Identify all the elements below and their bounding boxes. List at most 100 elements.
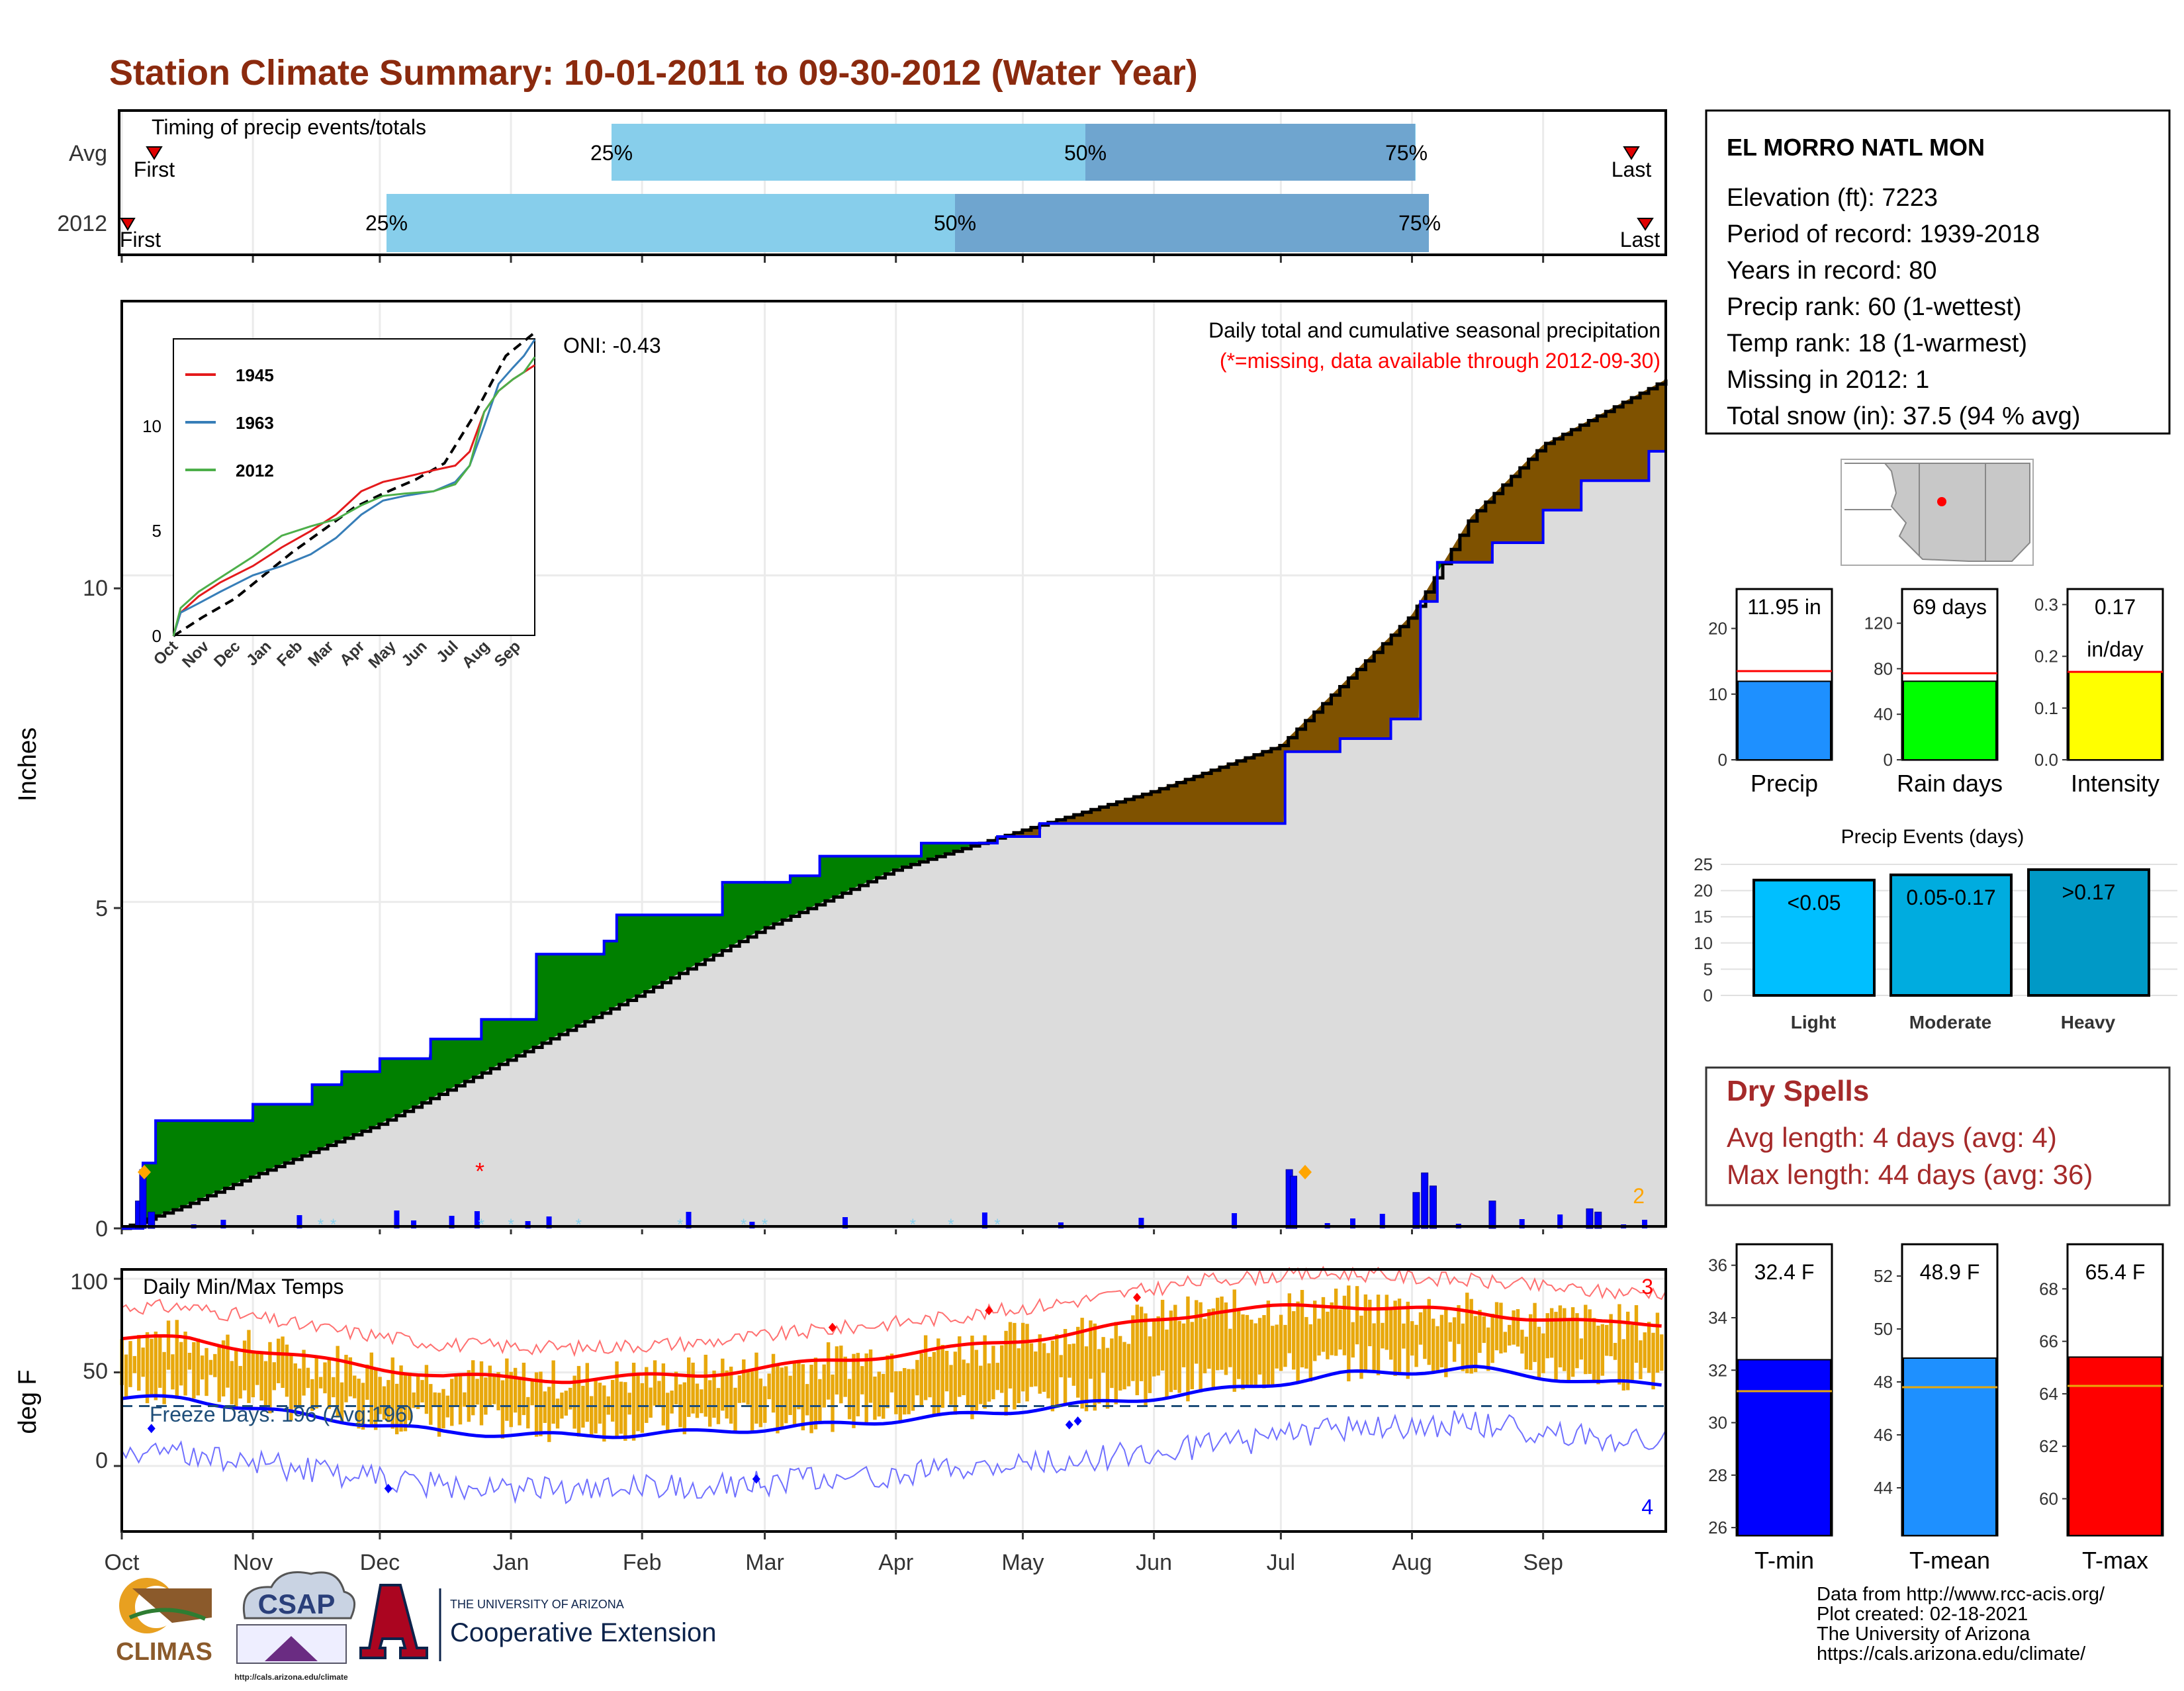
- daily-temp-bar: [1431, 1318, 1435, 1373]
- temp-gauge-bar: [2068, 1356, 2162, 1536]
- daily-temp-bar: [1621, 1339, 1625, 1391]
- daily-temp-bar: [695, 1383, 700, 1418]
- daily-temp-bar: [776, 1365, 780, 1434]
- daily-temp-bar: [1021, 1322, 1025, 1392]
- daily-precip-bar: [220, 1220, 226, 1228]
- daily-temp-bar: [813, 1357, 818, 1430]
- daily-temp-bar: [1207, 1309, 1211, 1369]
- daily-temp-bar: [1567, 1318, 1570, 1381]
- record-diamond-icon: [1065, 1420, 1073, 1430]
- daily-temp-bar: [1148, 1336, 1152, 1393]
- map-southwest-states: [1844, 463, 2030, 562]
- daily-temp-bar: [310, 1379, 314, 1411]
- daily-temp-bar: [374, 1367, 378, 1430]
- summary-gauges: 0 10 20 11.95 in Precip 0 40 80 120 69 days Rain d…: [1708, 588, 2164, 797]
- daily-temp-bar: [1034, 1351, 1038, 1387]
- daily-temp-bar: [1257, 1318, 1262, 1375]
- daily-precip-bar: [139, 1169, 147, 1229]
- daily-temp-bar: [758, 1378, 763, 1428]
- daily-temp-bar: [555, 1398, 560, 1429]
- daily-temp-bar: [518, 1378, 522, 1426]
- daily-temp-bar: [763, 1386, 767, 1423]
- gauge-tick: 0.3: [2034, 594, 2058, 614]
- daily-temp-bar: [526, 1396, 530, 1429]
- daily-precip-bar: [981, 1212, 987, 1228]
- credit-line: Data from http://www.rcc-acis.org/: [1817, 1584, 2105, 1605]
- gauge-tick: 0.0: [2034, 750, 2058, 770]
- dry-spells-frame: [1705, 1066, 2171, 1207]
- daily-temp-bar: [1199, 1302, 1203, 1393]
- daily-temp-bar: [1338, 1309, 1342, 1350]
- daily-temp-bar: [509, 1371, 513, 1428]
- daily-temp-bar: [1482, 1316, 1486, 1344]
- daily-temp-bar: [1490, 1314, 1494, 1363]
- daily-temp-bar: [399, 1365, 403, 1432]
- daily-temp-bar: [441, 1389, 445, 1429]
- daily-temp-bar: [1486, 1327, 1490, 1371]
- oni-label: ONI: -0.43: [563, 334, 661, 357]
- daily-temp-bar: [1080, 1318, 1084, 1409]
- daily-temp-bar: [585, 1363, 589, 1422]
- temp-gauge-label: T-min: [1754, 1547, 1814, 1574]
- daily-temp-bar: [1406, 1301, 1410, 1379]
- daily-temp-bar: [1308, 1324, 1312, 1382]
- temp-gauge-label: T-mean: [1909, 1547, 1990, 1574]
- daily-temp-bar: [213, 1353, 217, 1377]
- daily-temp-bar: [200, 1355, 205, 1380]
- daily-temp-bar: [1055, 1334, 1059, 1406]
- station-precip-rank: Precip rank: 60 (1-wettest): [1727, 293, 2022, 321]
- temp-gauge-tick: 62: [2039, 1436, 2058, 1456]
- daily-temp-bar: [238, 1365, 242, 1399]
- daily-temp-bar: [944, 1351, 949, 1392]
- dry-spells-title: Dry Spells: [1727, 1075, 1869, 1107]
- daily-temp-bar: [847, 1379, 852, 1420]
- daily-temp-bar: [1250, 1319, 1253, 1388]
- daily-temp-bar: [733, 1387, 737, 1433]
- daily-temp-bar: [640, 1383, 645, 1433]
- daily-temp-bar: [598, 1383, 602, 1424]
- daily-temp-bar: [1363, 1294, 1368, 1371]
- daily-temp-bar: [1584, 1304, 1588, 1375]
- daily-temp-bar: [958, 1336, 962, 1397]
- daily-temp-bar: [458, 1375, 463, 1425]
- daily-temp-bar: [936, 1338, 940, 1415]
- daily-temp-bar: [797, 1360, 801, 1410]
- precip-events-value: 0.05-0.17: [1906, 886, 1995, 909]
- daily-temp-bar: [467, 1370, 471, 1422]
- credit-line: The University of Arizona: [1817, 1623, 2030, 1645]
- daily-temp-bar: [353, 1375, 357, 1398]
- daily-precip-bar: [474, 1211, 480, 1228]
- daily-temp-bar: [1651, 1332, 1655, 1390]
- csap-mountain-icon: [265, 1636, 318, 1661]
- daily-temp-bar: [729, 1366, 733, 1424]
- temp-gauge-tick: 64: [2039, 1384, 2058, 1404]
- daily-temp-bar: [1452, 1317, 1457, 1362]
- daily-temp-bar: [183, 1331, 187, 1396]
- gauge-tick: 120: [1864, 614, 1893, 633]
- temp-ytick: 0: [95, 1448, 108, 1473]
- daily-temp-bar: [327, 1357, 332, 1409]
- missing-asterisk-icon: *: [475, 1158, 484, 1185]
- precip-events-chart: Precip Events (days) <0.05 0.05-0.17 >0.17…: [1694, 826, 2177, 1032]
- temperature-gauges: 26 28 30 32 34 36 32.4 F T-min 44 46 48 50 52 48.9 F T…: [1708, 1243, 2164, 1574]
- precip-events-ytick: 15: [1694, 907, 1713, 927]
- temp-panel: Daily Min/Max Temps Freeze Days: 196 (Av…: [14, 1265, 1667, 1575]
- daily-temp-bar: [1300, 1290, 1304, 1367]
- daily-temp-bar: [348, 1357, 353, 1396]
- daily-temp-bar: [1541, 1333, 1545, 1373]
- daily-precip-bar: [1379, 1214, 1385, 1228]
- temp-gauge-bar: [1903, 1357, 1997, 1536]
- record-diamond-icon: [752, 1474, 760, 1484]
- daily-temp-bar: [1630, 1324, 1634, 1381]
- daily-temp-bar: [1469, 1299, 1473, 1374]
- timing-title: Timing of precip events/totals: [152, 115, 426, 139]
- ua-logo-top: THE UNIVERSITY OF ARIZONA: [450, 1598, 624, 1611]
- timing-panel-frame: [118, 109, 1667, 256]
- month-label: Feb: [623, 1550, 662, 1575]
- daily-temp-bar: [551, 1360, 555, 1424]
- daily-temp-bar: [1283, 1324, 1287, 1367]
- daily-temp-bar: [1402, 1323, 1406, 1349]
- precip-events-xlabel-light: Light: [1791, 1012, 1836, 1032]
- daily-temp-bar: [1253, 1323, 1257, 1387]
- daily-temp-bar: [619, 1381, 623, 1434]
